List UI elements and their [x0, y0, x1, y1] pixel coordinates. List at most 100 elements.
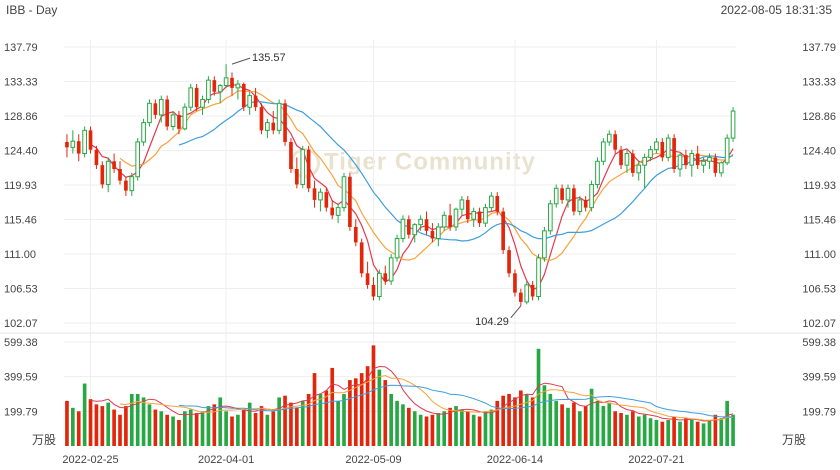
volume-bar: [436, 413, 441, 446]
volume-bar: [566, 407, 570, 446]
candle-body: [276, 102, 282, 131]
candle: [235, 80, 241, 100]
volume-unit-label-left: 万股: [32, 433, 56, 447]
candle: [230, 72, 234, 96]
candle: [624, 149, 630, 173]
candle-body: [583, 199, 588, 208]
candle-body: [560, 188, 564, 200]
volume-bar: [330, 367, 335, 446]
volume-tick-label-left: 199.79: [4, 406, 38, 418]
candle-body: [165, 99, 169, 127]
candle: [724, 134, 730, 166]
candle: [530, 281, 535, 301]
candle-body: [684, 155, 688, 166]
candle: [707, 153, 712, 170]
volume-bar: [678, 421, 682, 446]
candle: [65, 134, 69, 158]
candle: [330, 199, 335, 220]
candle-body: [407, 219, 411, 235]
candle-body: [424, 219, 429, 231]
candle-body: [100, 165, 105, 185]
candle-body: [223, 77, 229, 87]
volume-bar: [501, 395, 505, 446]
candle-body: [707, 156, 712, 162]
volume-bar: [359, 373, 364, 446]
price-tick-label-right: 115.46: [803, 215, 836, 227]
candle: [217, 84, 223, 104]
volume-bar: [542, 385, 547, 446]
volume-bar: [583, 406, 588, 446]
volume-bar: [483, 411, 488, 446]
volume-bar: [289, 402, 293, 446]
candle-body: [400, 218, 406, 240]
candle-body: [448, 215, 452, 227]
date-tick-label: 2022-02-25: [62, 454, 118, 466]
candle-body: [530, 284, 535, 297]
candle-body: [613, 134, 617, 150]
candle-body: [265, 122, 270, 131]
volume-ma5-line: [90, 365, 734, 422]
price-tick-label-left: 102.07: [4, 318, 38, 330]
candle-body: [259, 107, 264, 131]
volume-bar: [601, 406, 606, 446]
candle: [430, 223, 435, 243]
candle: [560, 184, 564, 204]
candle-body: [94, 149, 99, 166]
candle: [718, 161, 724, 177]
date-tick-label: 2022-04-01: [198, 454, 254, 466]
volume-bar: [153, 409, 158, 446]
candle: [572, 184, 576, 216]
volume-bar: [713, 414, 718, 446]
candle-body: [348, 176, 352, 227]
volume-tick-label-right: 399.59: [802, 372, 836, 384]
candle: [701, 157, 706, 173]
candle: [271, 111, 276, 135]
candle-body: [589, 183, 594, 209]
candle-body: [501, 211, 505, 251]
candle: [459, 196, 465, 216]
candle: [435, 223, 441, 247]
candle-body: [724, 137, 730, 164]
volume-bar: [336, 400, 340, 446]
volume-bar: [607, 402, 612, 446]
candle: [383, 265, 388, 285]
candle-body: [129, 176, 135, 192]
volume-bar: [241, 409, 246, 446]
volume-bar: [212, 404, 217, 446]
candle-body: [271, 122, 276, 131]
candle: [684, 149, 688, 170]
volume-bar: [171, 416, 175, 446]
volume-bar: [188, 409, 193, 446]
volume-bar: [383, 380, 388, 446]
candle-body: [235, 83, 241, 89]
price-tick-label-left: 115.46: [4, 215, 37, 227]
candle-body: [88, 130, 93, 150]
candle-body: [718, 162, 724, 174]
candle: [583, 196, 588, 212]
volume-bar: [200, 411, 205, 446]
volume-bar: [619, 413, 623, 446]
volume-bar: [224, 411, 228, 446]
volume-bar: [695, 421, 700, 446]
candle-body: [489, 195, 494, 209]
volume-bar: [318, 393, 323, 446]
candle-body: [177, 114, 181, 129]
candle-body: [65, 141, 69, 148]
volume-bar: [106, 402, 111, 446]
candle: [147, 99, 152, 127]
volume-bar: [389, 393, 393, 446]
candle: [695, 145, 700, 170]
volume-bar: [701, 423, 706, 446]
candle-body: [601, 141, 606, 162]
candle-body: [170, 114, 176, 128]
candle: [648, 145, 653, 162]
volume-bar: [124, 406, 128, 446]
candle: [165, 95, 169, 131]
volume-bar: [129, 393, 134, 446]
volume-tick-label-left: 599.38: [4, 337, 38, 349]
candle-body: [519, 292, 523, 302]
candle: [453, 207, 459, 231]
candle-body: [495, 196, 500, 212]
volume-bar: [625, 414, 629, 446]
